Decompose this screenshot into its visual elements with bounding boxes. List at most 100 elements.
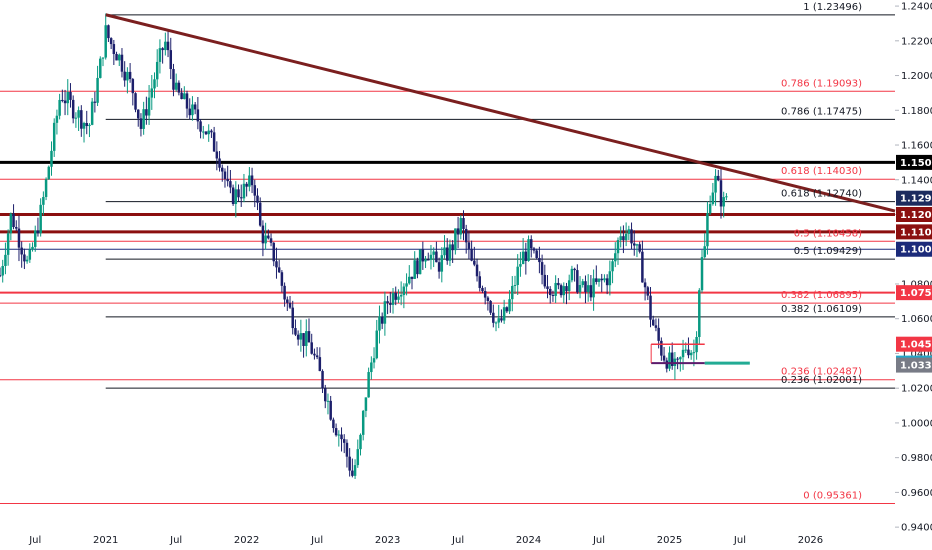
candle-body: [1, 266, 4, 276]
candle-body: [559, 285, 563, 296]
candle-body: [126, 71, 129, 81]
candle-body: [532, 248, 536, 251]
candle-body: [717, 175, 720, 181]
candle-body: [708, 204, 712, 214]
candle-body: [61, 99, 64, 101]
candle-body: [546, 286, 549, 289]
price-tag-label: 1.15000: [900, 158, 932, 169]
candle-body: [277, 267, 281, 273]
x-tick-label: Jul: [169, 535, 182, 546]
candle-body: [627, 229, 631, 234]
fib-label: 0.5 (1.10458): [794, 228, 862, 239]
candle-body: [562, 286, 566, 296]
fib-label: 0 (0.95361): [803, 490, 862, 501]
candle-body: [218, 158, 221, 168]
price-axis-background[interactable]: [895, 0, 932, 550]
fib-label: 0.786 (1.17475): [781, 106, 862, 117]
candle-body: [397, 296, 400, 300]
candle-body: [342, 439, 346, 443]
candle-body: [643, 282, 647, 288]
candle-body: [478, 276, 482, 288]
candle-body: [432, 251, 435, 255]
candle-body: [364, 397, 368, 411]
candle-body: [410, 276, 414, 279]
candle-body: [486, 297, 490, 302]
fib-label: 0.618 (1.14030): [781, 166, 862, 177]
x-tick-label: 2024: [516, 535, 541, 546]
candle-body: [394, 292, 397, 300]
candle-body: [714, 175, 717, 193]
candle-body: [23, 254, 26, 262]
candle-body: [147, 97, 151, 116]
candle-body: [177, 82, 181, 93]
candle-body: [508, 299, 511, 312]
price-tag: [896, 336, 932, 352]
candle-body: [570, 268, 574, 281]
x-tick-label: Jul: [28, 535, 41, 546]
candle-body: [391, 292, 395, 305]
candle-body: [624, 233, 628, 241]
fib-label: 0.382 (1.06895): [781, 290, 862, 301]
price-tag: [896, 357, 932, 373]
candle-body: [437, 262, 441, 272]
candle-body: [164, 41, 167, 51]
candle-body: [445, 247, 449, 261]
candle-body: [435, 251, 438, 263]
candle-body: [662, 355, 666, 361]
candle-body: [448, 244, 452, 261]
x-tick-label: 2021: [93, 535, 118, 546]
y-tick-label: 1.18000: [901, 106, 932, 117]
candle-body: [183, 93, 186, 100]
candle-body: [261, 225, 265, 244]
candle-body: [58, 99, 61, 116]
candle-body: [188, 108, 191, 116]
candle-body: [104, 25, 107, 58]
candle-body: [581, 281, 585, 285]
candle-body: [597, 278, 601, 282]
candle-body: [619, 236, 622, 241]
candle-body: [657, 327, 660, 341]
x-tick-label: 2025: [657, 535, 682, 546]
candle-body: [42, 196, 45, 205]
candle-body: [548, 288, 552, 296]
candle-body: [0, 275, 2, 277]
candle-body: [248, 175, 251, 187]
candle-body: [654, 325, 658, 328]
candle-body: [692, 352, 696, 354]
candle-body: [185, 93, 189, 109]
candle-body: [383, 301, 387, 324]
candle-body: [71, 99, 75, 119]
candle-body: [427, 259, 430, 261]
price-tag-label: 1.12000: [900, 210, 932, 221]
candle-body: [305, 331, 308, 346]
candle-body: [722, 197, 725, 207]
candle-body: [283, 285, 286, 300]
candle-body: [372, 358, 376, 363]
candle-body: [600, 278, 603, 281]
time-axis[interactable]: Jul 2021 Jul 2022 Jul 2023 Jul 2024 Jul 2025 Jul 20…: [28, 535, 823, 546]
candle-body: [505, 307, 509, 312]
candle-body: [700, 257, 704, 291]
candle-body: [684, 349, 688, 351]
price-tag: [896, 190, 932, 206]
candle-body: [413, 260, 416, 279]
y-tick-label: 0.98000: [901, 453, 932, 464]
candle-body: [50, 150, 53, 167]
candle-body: [20, 247, 23, 255]
candle-body: [679, 357, 682, 360]
y-tick-label: 1.04000: [901, 349, 932, 360]
candle-body: [497, 318, 500, 323]
x-tick-label: Jul: [310, 535, 323, 546]
drawing-overlays: [105, 13, 896, 365]
candle-body: [302, 333, 305, 346]
price-tag-label: 1.12939: [900, 194, 932, 205]
y-tick-label: 1.00000: [901, 418, 932, 429]
price-axis[interactable]: 1.24000 1.22000 1.20000 1.18000 1.16000 1.140…: [895, 2, 932, 534]
candle-body: [421, 249, 425, 262]
candle-body: [519, 264, 522, 267]
candle-body: [90, 101, 94, 125]
candle-body: [703, 246, 706, 258]
candle-body: [267, 235, 270, 239]
fib-label: 0.786 (1.19093): [781, 78, 862, 89]
